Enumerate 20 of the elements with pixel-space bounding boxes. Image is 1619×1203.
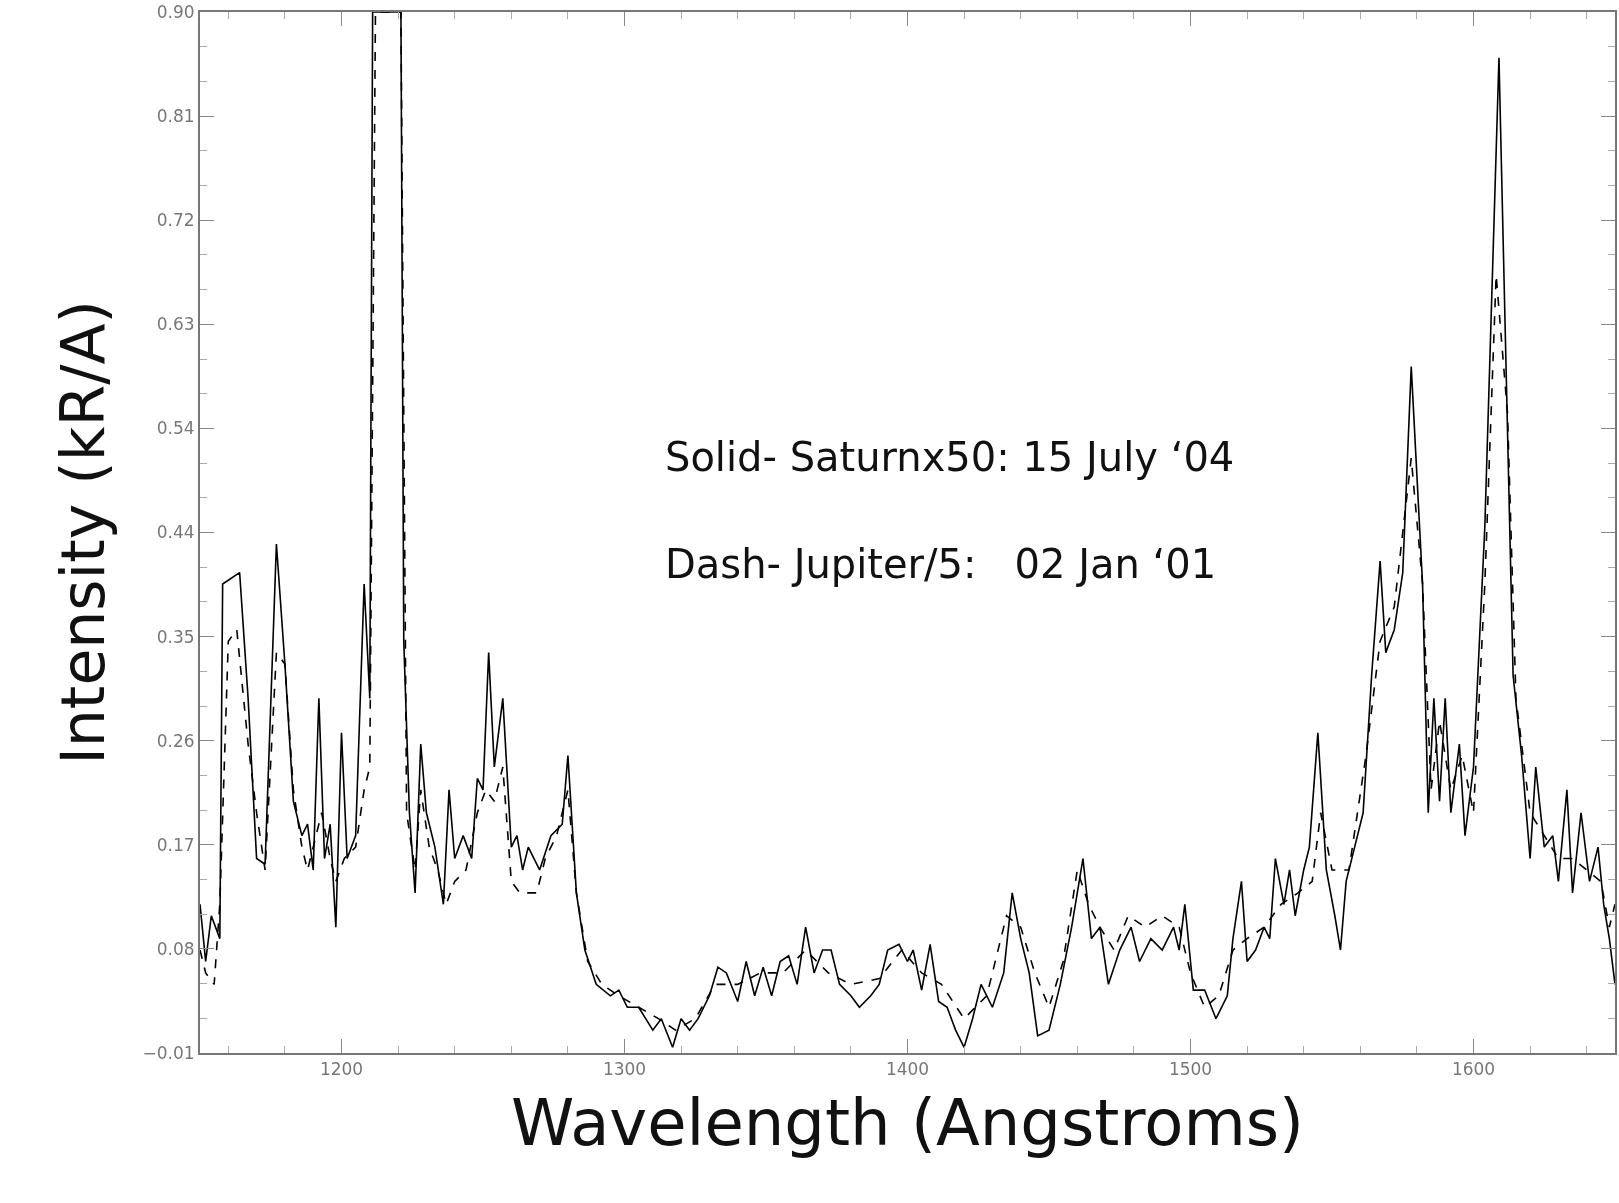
- y-tick-label: 0.44: [156, 522, 195, 543]
- y-tick-label: 0.90: [156, 1, 195, 22]
- x-tick-label: 1400: [885, 1059, 930, 1080]
- y-tick-label: 0.72: [156, 210, 195, 231]
- x-tick-label: 1300: [602, 1059, 647, 1080]
- y-tick-label: 0.35: [156, 626, 195, 647]
- x-tick-label: 1600: [1451, 1059, 1496, 1080]
- y-tick-label: 0.54: [156, 418, 195, 439]
- y-tick-label: 0.63: [156, 314, 195, 335]
- y-tick-label: 0.26: [156, 730, 195, 751]
- y-tick-label: −0.01: [142, 1042, 195, 1063]
- y-axis-title: Intensity (kR/A): [48, 300, 119, 765]
- x-tick-label: 1500: [1168, 1059, 1213, 1080]
- x-axis-title: Wavelength (Angstroms): [510, 1086, 1305, 1161]
- y-tick-label: 0.81: [156, 106, 195, 127]
- annotation: Dash- Jupiter/5: 02 Jan ‘01: [665, 541, 1217, 587]
- y-tick-label: 0.17: [156, 834, 195, 855]
- x-tick-label: 1200: [319, 1059, 364, 1080]
- annotation: Solid- Saturnx50: 15 July ‘04: [665, 434, 1235, 480]
- y-tick-label: 0.08: [156, 938, 195, 959]
